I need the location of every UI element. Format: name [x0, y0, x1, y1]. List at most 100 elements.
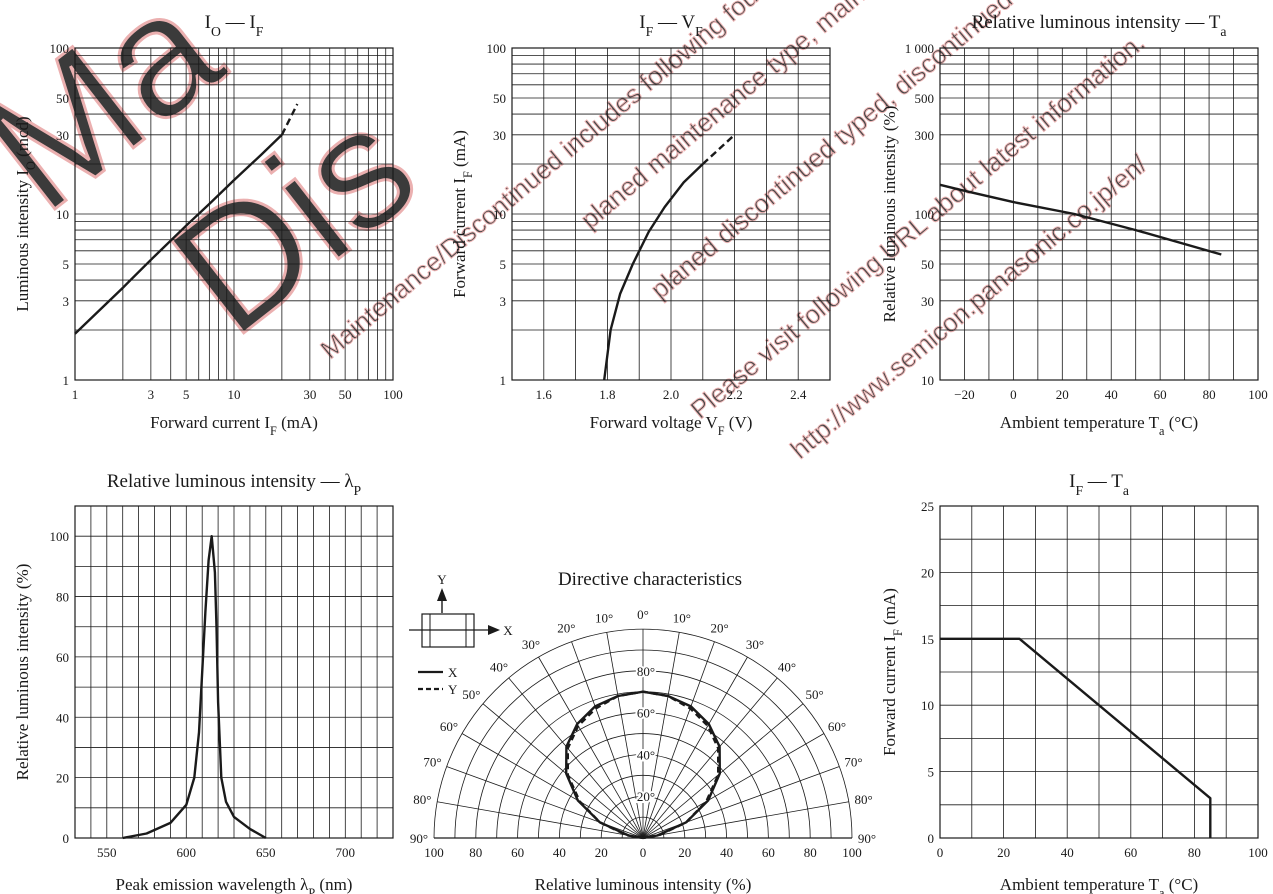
x-tick-label: 550 — [97, 845, 117, 860]
y-tick-label: 15 — [921, 632, 934, 647]
chart-title: Directive characteristics — [558, 569, 742, 590]
chart-title: Relative luminous intensity — Ta — [972, 12, 1227, 39]
plot-frame — [511, 47, 831, 381]
angle-label: 50° — [462, 687, 480, 702]
y-tick-label: 50 — [56, 91, 69, 106]
series-line — [122, 535, 267, 840]
series-line — [940, 637, 1212, 838]
angle-label: 0° — [637, 607, 649, 622]
bottom-scale-label: 20 — [678, 845, 691, 860]
polar-radial-line — [461, 733, 644, 839]
polar-radial-line — [571, 641, 644, 839]
y-tick-label: 100 — [915, 207, 935, 222]
bottom-scale-label: 80 — [804, 845, 817, 860]
polar-radial-line — [642, 632, 680, 839]
series-line-dashed — [701, 133, 736, 165]
polar-radial-line — [642, 801, 849, 839]
x-tick-label: 2.4 — [790, 387, 807, 402]
y-axis-label: Forward current IF (mA) — [450, 130, 475, 298]
axis-y-arrowhead — [437, 588, 447, 601]
series-line — [603, 163, 704, 381]
y-tick-label: 30 — [56, 128, 69, 143]
y-tick-label: 30 — [493, 128, 506, 143]
legend-label: Y — [448, 682, 458, 697]
polar-radial-line — [606, 632, 644, 839]
angle-label: 20° — [711, 621, 729, 636]
y-tick-label: 50 — [921, 257, 934, 272]
x-tick-label: 600 — [177, 845, 197, 860]
angle-label: 10° — [595, 610, 613, 625]
radial-tick-label: 80° — [637, 664, 655, 679]
y-tick-label: 0 — [928, 831, 935, 846]
x-tick-label: 30 — [303, 387, 316, 402]
angle-label: 40° — [778, 659, 796, 674]
series-line — [939, 183, 1222, 256]
bottom-scale-label: 80 — [469, 845, 482, 860]
y-tick-label: 1 — [500, 373, 507, 388]
polar-radial-line — [642, 733, 825, 839]
y-tick-label: 100 — [50, 41, 70, 56]
radial-tick-label: 20° — [637, 789, 655, 804]
x-tick-label: 20 — [997, 845, 1010, 860]
x-tick-label: 60 — [1124, 845, 1137, 860]
polar-radial-line — [437, 801, 644, 839]
x-tick-label: −20 — [954, 387, 974, 402]
angle-label: 10° — [673, 610, 691, 625]
bottom-scale-label: 40 — [553, 845, 566, 860]
angle-label: 20° — [557, 621, 575, 636]
x-axis-label: Forward current IF (mA) — [150, 413, 318, 438]
plot-frame — [939, 47, 1259, 381]
x-tick-label: 100 — [1248, 845, 1268, 860]
bottom-scale-label: 100 — [842, 845, 862, 860]
chart-title: IF — VF — [639, 12, 703, 39]
x-tick-label: 40 — [1061, 845, 1074, 860]
x-tick-label: 10 — [228, 387, 241, 402]
angle-label: 50° — [805, 687, 823, 702]
plot-frame — [74, 47, 394, 381]
bottom-scale-label: 0 — [640, 845, 647, 860]
y-axis-label: Relative luminous intensity (%) — [880, 106, 899, 323]
series-line-dashed — [280, 103, 299, 136]
angle-label: 90° — [410, 831, 428, 846]
y-tick-label: 60 — [56, 650, 69, 665]
y-tick-label: 10 — [921, 698, 934, 713]
polar-radial-line — [508, 677, 644, 839]
y-tick-label: 1 — [63, 373, 70, 388]
x-tick-label: 80 — [1188, 845, 1201, 860]
angle-label: 60° — [440, 719, 458, 734]
x-tick-label: 80 — [1203, 387, 1216, 402]
angle-label: 70° — [423, 754, 441, 769]
x-tick-label: 20 — [1056, 387, 1069, 402]
angle-label: 80° — [413, 792, 431, 807]
radial-tick-label: 60° — [637, 706, 655, 721]
y-tick-label: 25 — [921, 499, 934, 514]
y-tick-label: 1 000 — [905, 41, 934, 56]
chart-directive: 20° 40° 60° 80° 0° 10° 10° 20° 20° 30° 30° 40° 40° 50… — [409, 569, 876, 894]
x-tick-label: 50 — [339, 387, 352, 402]
chart-if_ta: 0 20 40 60 80 100 0 5 10 15 20 25 IF — Ta Ambient tem… — [880, 471, 1268, 894]
radial-tick-label: 40° — [637, 747, 655, 762]
y-tick-label: 10 — [493, 207, 506, 222]
bottom-scale-label: 40 — [720, 845, 733, 860]
y-axis-label: Forward current IF (mA) — [880, 588, 905, 756]
chart-rel_ta: −20 0 20 40 60 80 100 10 30 50 100 300 500 1 000 Relat… — [880, 12, 1268, 438]
axis-x-arrowhead — [488, 625, 500, 635]
chart-if_vf: 1.6 1.8 2.0 2.2 2.4 1 3 5 10 30 50 100 IF — VF Forwar… — [450, 12, 831, 438]
series-curve-y — [566, 690, 720, 840]
y-tick-label: 5 — [928, 765, 935, 780]
y-tick-label: 3 — [500, 294, 507, 309]
y-axis-label: Luminous intensity IO (mcd) — [13, 116, 38, 311]
bottom-scale-label: 60 — [762, 845, 775, 860]
plot-frame — [74, 505, 394, 839]
x-axis-label: Peak emission wavelength λP (nm) — [116, 875, 353, 894]
y-tick-label: 10 — [56, 207, 69, 222]
y-tick-label: 30 — [921, 294, 934, 309]
chart-title: IF — Ta — [1069, 471, 1129, 498]
chart-title: IO — IF — [205, 12, 264, 39]
angle-label: 60° — [828, 719, 846, 734]
axis-x-label: X — [503, 623, 513, 638]
